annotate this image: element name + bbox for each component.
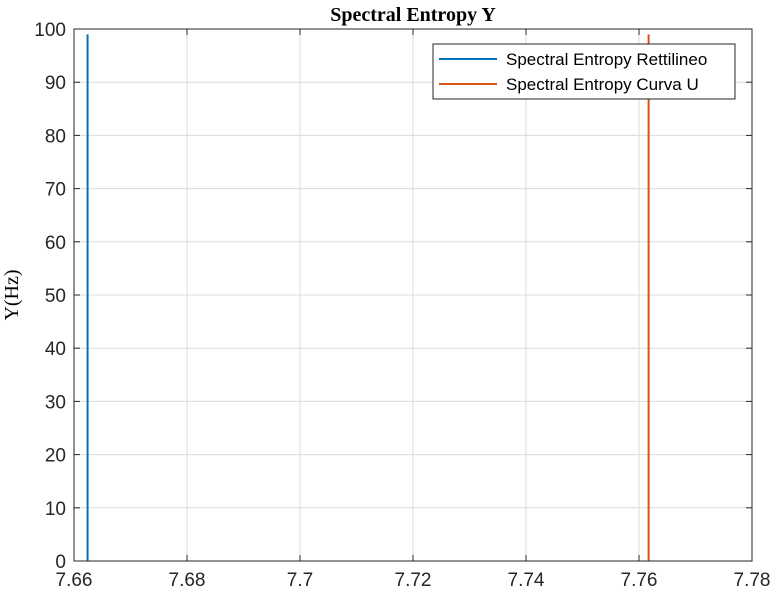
x-tick-label: 7.76: [621, 570, 658, 591]
x-tick-label: 7.78: [734, 570, 771, 591]
chart-title: Spectral Entropy Y: [330, 4, 496, 26]
legend-label: Spectral Entropy Curva U: [506, 75, 699, 94]
legend: Spectral Entropy Rettilineo Spectral Entr…: [432, 43, 736, 100]
y-tick-label: 30: [45, 392, 66, 413]
x-tick-label: 7.72: [395, 570, 432, 591]
y-tick-label: 40: [45, 339, 66, 360]
y-tick-label: 70: [45, 180, 66, 201]
x-tick-label: 7.68: [169, 570, 206, 591]
series-lines: [86, 34, 650, 561]
y-axis-label: Y(Hz): [1, 269, 23, 320]
y-tick-label: 50: [45, 286, 66, 307]
x-tick-label: 7.66: [56, 570, 93, 591]
y-tick-label: 20: [45, 446, 66, 467]
y-tick-label: 90: [45, 73, 66, 94]
legend-label: Spectral Entropy Rettilineo: [506, 50, 707, 69]
y-tick-label: 0: [55, 552, 66, 573]
y-tick-label: 10: [45, 499, 66, 520]
axis-ticks: 7.66 7.68 7.7 7.72 7.74 7.76 7.78 0 10 20 30 40 50 60…: [34, 20, 770, 591]
x-tick-label: 7.7: [287, 570, 313, 591]
legend-box: [432, 43, 736, 100]
grid: [74, 29, 752, 561]
x-tick-label: 7.74: [508, 570, 545, 591]
y-tick-label: 80: [45, 126, 66, 147]
y-tick-label: 100: [34, 20, 66, 41]
y-tick-label: 60: [45, 233, 66, 254]
